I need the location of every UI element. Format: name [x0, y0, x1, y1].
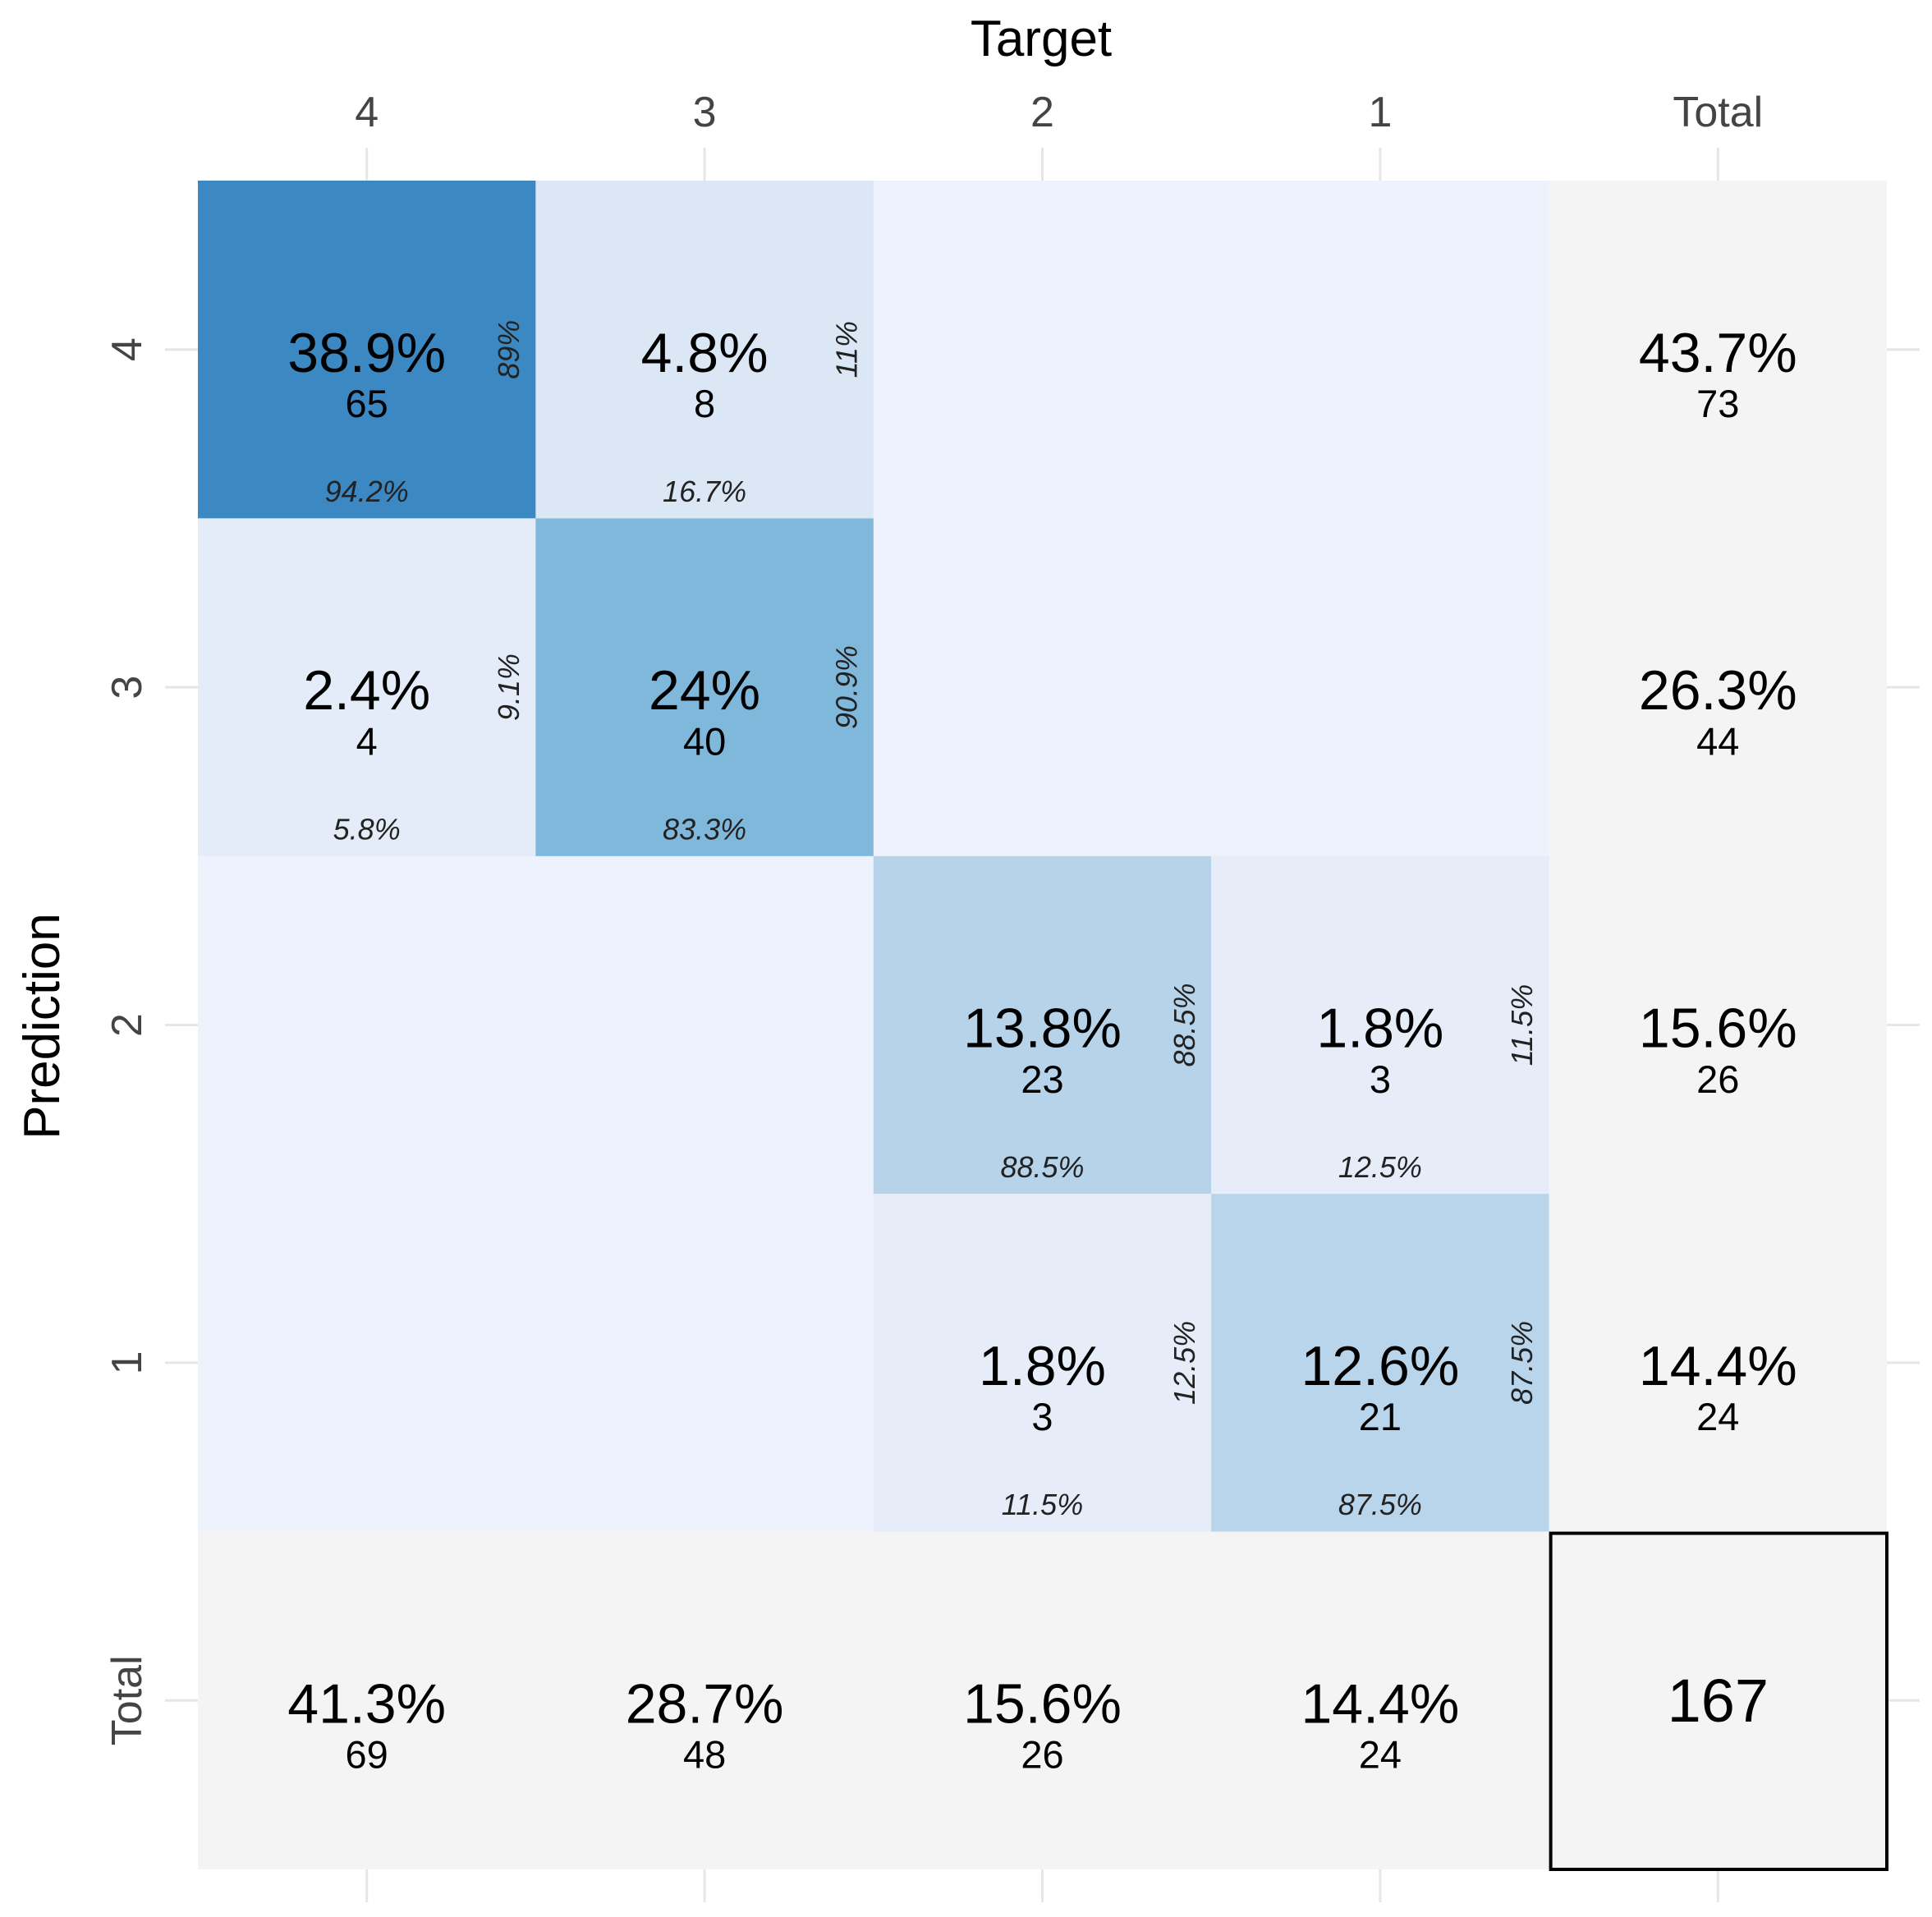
cell-row-percentage: 89%: [492, 320, 525, 379]
cell-col-percentage: 83.3%: [663, 812, 746, 846]
y-tick-label: 2: [103, 1013, 151, 1037]
row-total-percentage: 43.7%: [1639, 322, 1797, 384]
cell-col-percentage: 12.5%: [1338, 1150, 1422, 1184]
col-total-count: 69: [346, 1733, 388, 1777]
row-total-percentage: 26.3%: [1639, 659, 1797, 722]
cell-percentage: 4.8%: [641, 322, 769, 384]
cell-col-percentage: 94.2%: [325, 475, 409, 508]
cell-row-percentage: 11%: [829, 321, 863, 378]
y-tick-label: 4: [103, 337, 151, 361]
cell-col-percentage: 87.5%: [1338, 1488, 1422, 1521]
cell-row-percentage: 12.5%: [1168, 1321, 1201, 1405]
cell-count: 3: [1370, 1057, 1391, 1101]
cell-count: 21: [1359, 1395, 1402, 1438]
cell-count: 8: [694, 382, 715, 425]
x-axis-title: Target: [971, 11, 1112, 67]
cell-col-percentage: 5.8%: [333, 812, 401, 846]
col-total-count: 24: [1359, 1733, 1402, 1777]
cell-row-percentage: 88.5%: [1168, 983, 1201, 1066]
col-total-percentage: 28.7%: [626, 1672, 784, 1735]
y-tick-label: 3: [103, 676, 151, 699]
cell-percentage: 13.8%: [963, 997, 1122, 1060]
cell-row-percentage: 87.5%: [1505, 1321, 1539, 1405]
row-total-count: 73: [1696, 382, 1739, 425]
col-total-count: 48: [683, 1733, 726, 1777]
cell-row-percentage: 9.1%: [492, 654, 525, 721]
y-tick-label: Total: [103, 1655, 151, 1745]
cell-col-percentage: 16.7%: [663, 475, 746, 508]
row-total-percentage: 15.6%: [1639, 997, 1797, 1060]
x-tick-label: 1: [1368, 89, 1392, 136]
cell-count: 4: [356, 719, 378, 763]
cell-row-percentage: 11.5%: [1505, 984, 1539, 1066]
cell-percentage: 24%: [649, 659, 760, 722]
cell-count: 23: [1021, 1057, 1063, 1101]
cell-col-percentage: 11.5%: [1002, 1488, 1083, 1521]
cell-count: 3: [1031, 1395, 1053, 1438]
cell-row-percentage: 90.9%: [829, 645, 863, 729]
col-total-percentage: 41.3%: [287, 1672, 446, 1735]
x-tick-label: Total: [1673, 89, 1763, 136]
x-tick-label: 3: [693, 89, 717, 136]
x-tick-label: 4: [355, 89, 379, 136]
col-total-percentage: 14.4%: [1301, 1672, 1459, 1735]
cell-percentage: 12.6%: [1301, 1335, 1459, 1397]
cell-col-percentage: 88.5%: [1000, 1150, 1084, 1184]
row-total-count: 26: [1696, 1057, 1739, 1101]
row-total-count: 44: [1696, 719, 1739, 763]
grand-total-value: 167: [1668, 1667, 1769, 1735]
cell-count: 65: [346, 382, 388, 425]
x-tick-label: 2: [1030, 89, 1054, 136]
row-total-count: 24: [1696, 1395, 1739, 1438]
cell-percentage: 2.4%: [303, 659, 430, 722]
cell-percentage: 1.8%: [1316, 997, 1443, 1060]
col-total-count: 26: [1021, 1733, 1063, 1777]
row-total-percentage: 14.4%: [1639, 1335, 1797, 1397]
y-tick-label: 1: [103, 1351, 151, 1374]
cell-count: 40: [683, 719, 726, 763]
cell-percentage: 1.8%: [979, 1335, 1106, 1397]
col-total-percentage: 15.6%: [963, 1672, 1122, 1735]
cell-percentage: 38.9%: [287, 322, 446, 384]
y-axis-title: Prediction: [14, 913, 71, 1140]
